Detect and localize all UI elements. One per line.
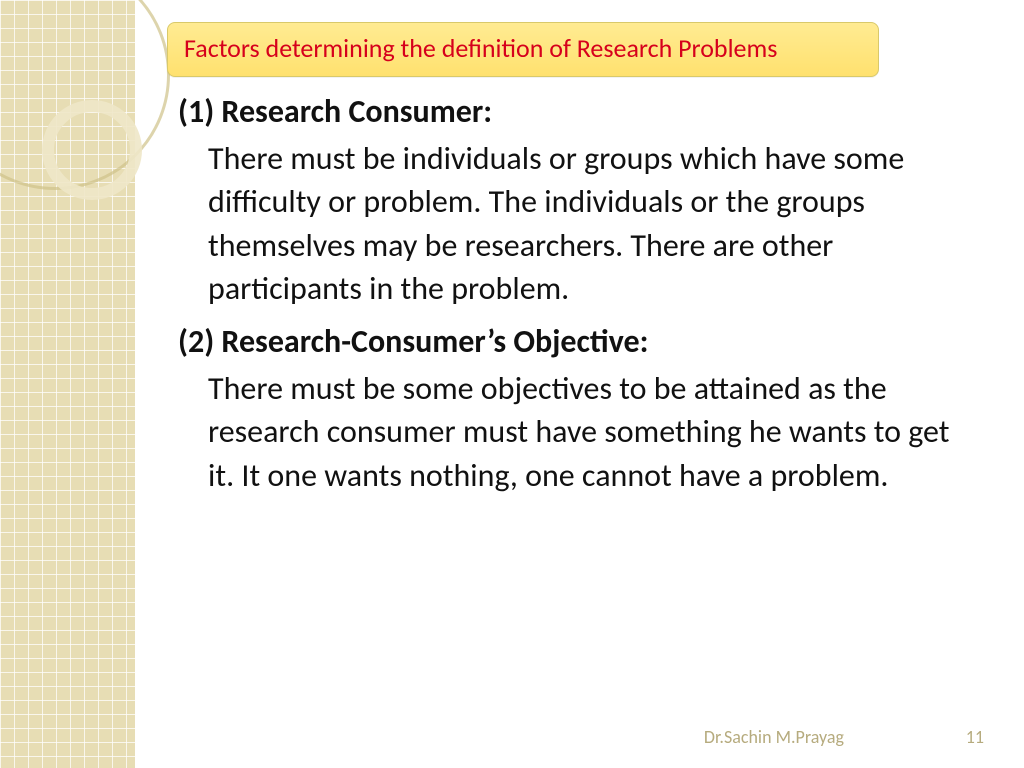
item-heading: (1) Research Consumer:	[178, 90, 978, 133]
slide-title: Factors determining the definition of Re…	[184, 32, 777, 64]
decorative-ring-small	[42, 100, 142, 200]
slide-content: (1) Research Consumer: There must be ind…	[178, 88, 978, 507]
footer-page-number: 11	[966, 726, 984, 748]
slide-title-banner: Factors determining the definition of Re…	[167, 22, 879, 77]
footer-author: Dr.Sachin M.Prayag	[704, 726, 844, 748]
item-heading: (2) Research-Consumer’s Objective:	[178, 320, 978, 363]
item-body: There must be some objectives to be atta…	[208, 367, 978, 497]
slide: Factors determining the definition of Re…	[0, 0, 1024, 768]
item-body: There must be individuals or groups whic…	[208, 137, 978, 310]
